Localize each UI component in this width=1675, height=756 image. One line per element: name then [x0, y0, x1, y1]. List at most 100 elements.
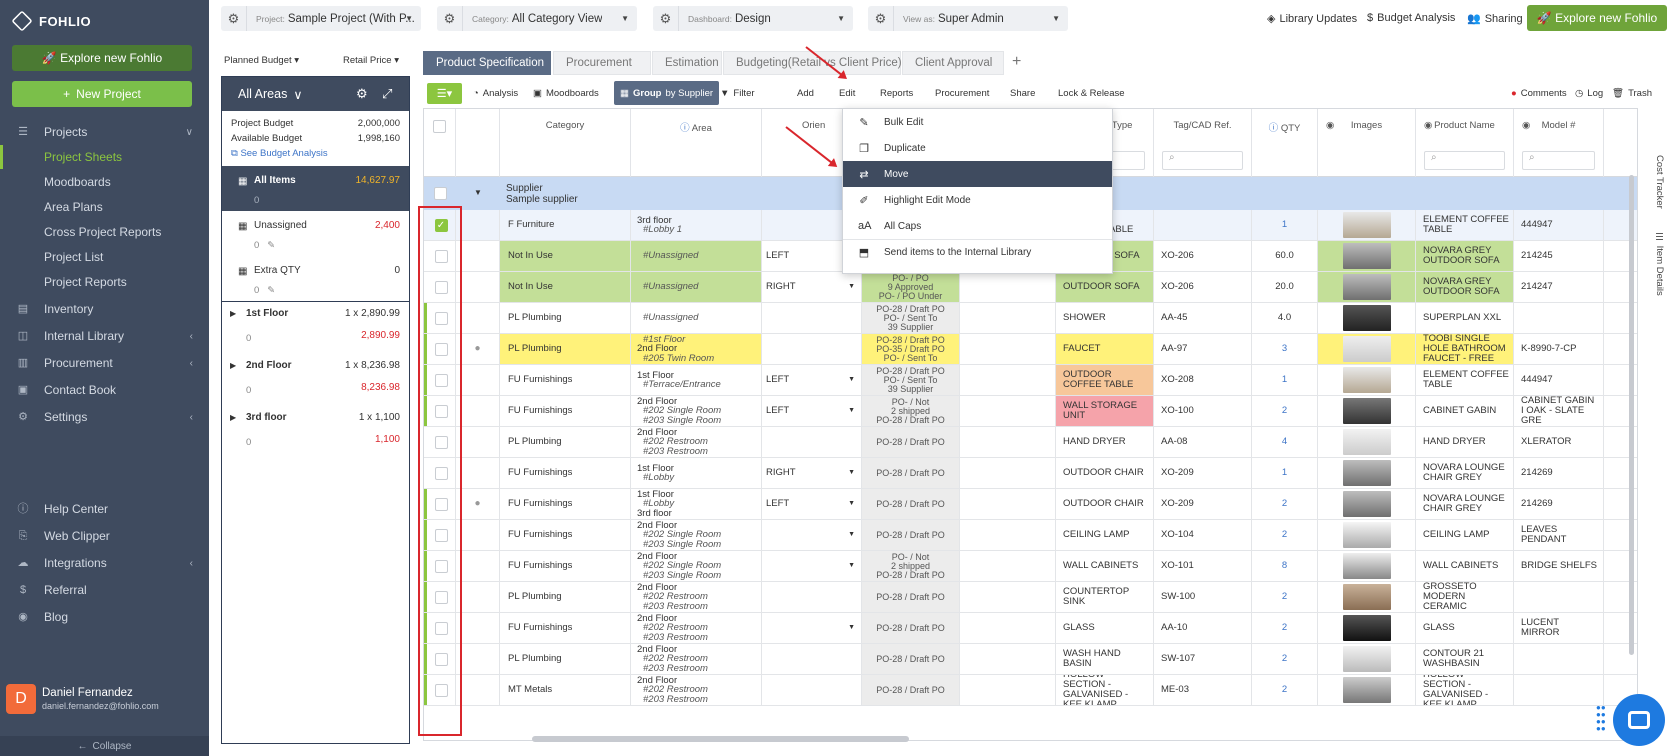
sidebar-item-help-center[interactable]: ⓘ Help Center [0, 497, 209, 521]
table-row[interactable]: FU Furnishings 1st Floor #Lobby RIGHT ▼ PO-28… [424, 458, 1637, 489]
row-checkbox[interactable] [434, 466, 448, 480]
select-all-checkbox[interactable] [433, 120, 446, 133]
qty-value[interactable]: 1 [1281, 374, 1288, 385]
product-image[interactable] [1342, 398, 1391, 424]
group-checkbox[interactable] [434, 187, 447, 200]
comment-icon[interactable]: ● [474, 343, 481, 354]
model-filter-input[interactable]: ⌕ [1522, 151, 1595, 170]
sidebar-item-project-reports[interactable]: Project Reports [0, 270, 209, 294]
qty-value[interactable]: 1 [1281, 467, 1288, 478]
library-updates-link[interactable]: ◈ Library Updates [1267, 12, 1357, 26]
caret-down-icon[interactable]: ▼ [848, 283, 855, 290]
sidebar-item-project-sheets[interactable]: Project Sheets [0, 145, 209, 169]
row-checkbox[interactable] [434, 249, 448, 263]
tab-product-specification[interactable]: Product Specification⋮ [423, 51, 562, 75]
table-row[interactable]: Not In Use #Unassigned RIGHT ▼ PO- / PO 9 App… [424, 272, 1637, 303]
sidebar-item-contact-book[interactable]: ▣ Contact Book [0, 378, 209, 402]
retail-price-select[interactable]: Retail Price ▾ [343, 55, 399, 66]
product-image[interactable] [1342, 305, 1391, 331]
sidebar-item-referral[interactable]: $ Referral [0, 578, 209, 602]
logo[interactable]: FOHLIO [11, 10, 91, 32]
row-checkbox[interactable] [434, 435, 448, 449]
header-area[interactable]: ⓘ Area [631, 109, 762, 177]
tab-budgeting-retail-vs-client-price-[interactable]: Budgeting(Retail vs Client Price) [723, 51, 902, 75]
area-item-all-items[interactable]: ▦ All Items 14,627.97 0 [222, 166, 409, 211]
menu-item-move[interactable]: ⇄ Move [843, 161, 1112, 187]
qty-value[interactable]: 8 [1281, 560, 1288, 571]
caret-down-icon[interactable]: ▼ [848, 469, 855, 476]
header-images[interactable]: ◉ Images [1318, 109, 1416, 177]
product-image[interactable] [1342, 429, 1391, 455]
row-checkbox[interactable] [434, 683, 448, 697]
caret-right-icon[interactable]: ▶ [230, 413, 237, 422]
analysis-button[interactable]: ◔ Analysis [473, 81, 518, 105]
product-image[interactable] [1342, 212, 1391, 238]
floor-item[interactable]: ▶ 3rd floor 1 x 1,100 0 1,100 [222, 406, 409, 458]
table-row[interactable]: MT Metals 2nd Floor #202 Restroom #203 Rest… [424, 675, 1637, 706]
category-select[interactable]: ⚙ Category: All Category View ▼ [437, 6, 637, 31]
gear-icon[interactable]: ⚙ [868, 6, 894, 31]
qty-value[interactable]: 2 [1281, 622, 1288, 633]
row-checkbox[interactable] [434, 280, 448, 294]
header-category[interactable]: Category [500, 109, 631, 177]
caret-down-icon[interactable]: ▼ [848, 407, 855, 414]
qty-value[interactable]: 1 [1281, 219, 1288, 230]
tag-filter-input[interactable]: ⌕ [1162, 151, 1243, 170]
menu-item-highlight-edit-mode[interactable]: ✐ Highlight Edit Mode [843, 187, 1112, 213]
gear-icon[interactable]: ⚙ [356, 86, 368, 101]
row-checkbox[interactable] [434, 497, 448, 511]
sidebar-item-integrations[interactable]: ☁ Integrations ‹ [0, 551, 209, 575]
cost-tracker-rail[interactable]: Cost Tracker [1654, 155, 1665, 209]
product-name-filter-input[interactable]: ⌕ [1424, 151, 1505, 170]
caret-right-icon[interactable]: ▶ [230, 361, 237, 370]
qty-value[interactable]: 2 [1281, 529, 1288, 540]
table-row[interactable]: PL Plumbing 2nd Floor #202 Restroom #203 Re… [424, 427, 1637, 458]
row-checkbox[interactable] [434, 373, 448, 387]
collapse-button[interactable]: ← Collapse [0, 736, 209, 756]
pencil-icon[interactable]: ✎ [267, 240, 276, 251]
horizontal-scrollbar[interactable] [532, 736, 909, 742]
menu-item-all-caps[interactable]: aA All Caps [843, 213, 1112, 239]
product-image[interactable] [1342, 243, 1391, 269]
sidebar-item-blog[interactable]: ◉ Blog [0, 605, 209, 629]
explore-new-fohlio-button[interactable]: 🚀 Explore new Fohlio [12, 45, 192, 71]
area-item-unassigned[interactable]: ▦ Unassigned 2,400 0 ✎ [222, 211, 409, 256]
table-row[interactable]: FU Furnishings 2nd Floor #202 Single Room #… [424, 396, 1637, 427]
qty-value[interactable]: 2 [1281, 405, 1288, 416]
log-button[interactable]: ◷ Log [1575, 81, 1603, 105]
sidebar-item-area-plans[interactable]: Area Plans [0, 195, 209, 219]
product-image[interactable] [1342, 615, 1391, 641]
trash-button[interactable]: 🗑 Trash [1612, 81, 1652, 105]
table-row[interactable]: PL Plumbing 2nd Floor #202 Restroom #203 Re… [424, 582, 1637, 613]
tab-estimation[interactable]: Estimation [652, 51, 722, 75]
floor-item[interactable]: ▶ 2nd Floor 1 x 8,236.98 0 8,236.98 [222, 354, 409, 406]
dashboard-select[interactable]: ⚙ Dashboard: Design ▼ [653, 6, 853, 31]
row-checkbox[interactable] [434, 652, 448, 666]
sidebar-item-settings[interactable]: ⚙ Settings ‹ [0, 405, 209, 429]
hamburger-menu-button[interactable]: ☰▾ [427, 83, 462, 104]
product-image[interactable] [1342, 336, 1391, 362]
tab-procurement[interactable]: Procurement [553, 51, 651, 75]
product-image[interactable] [1342, 522, 1391, 548]
comments-button[interactable]: ● Comments [1511, 81, 1567, 105]
qty-value[interactable]: 2 [1281, 591, 1288, 602]
qty-value[interactable]: 4.0 [1277, 312, 1292, 323]
menu-item-send-to-internal-library[interactable]: ⬒ Send items to the Internal Library [843, 239, 1112, 265]
share-button[interactable]: Share [1010, 87, 1036, 99]
sidebar-item-project-list[interactable]: Project List [0, 245, 209, 269]
product-image[interactable] [1342, 553, 1391, 579]
sidebar-item-internal-library[interactable]: ◫ Internal Library ‹ [0, 324, 209, 348]
gear-icon[interactable]: ⚙ [653, 6, 679, 31]
qty-value[interactable]: 3 [1281, 343, 1288, 354]
planned-budget-select[interactable]: Planned Budget ▾ [224, 55, 299, 66]
row-checkbox[interactable] [434, 621, 448, 635]
moodboards-button[interactable]: ▣ Moodboards [533, 81, 599, 105]
all-areas-header[interactable]: All Areas ∨ ⚙ ⤢ [222, 77, 409, 111]
user-profile[interactable]: D Daniel Fernandez daniel.fernandez@fohl… [6, 684, 159, 714]
caret-down-icon[interactable]: ▼ [848, 624, 855, 631]
table-row[interactable]: ● PL Plumbing #1st Floor 2nd Floor #205 Twin… [424, 334, 1637, 365]
row-checkbox[interactable] [434, 311, 448, 325]
gear-icon[interactable]: ⚙ [221, 6, 247, 31]
tab-client-approval[interactable]: Client Approval [902, 51, 1004, 75]
lock-release-button[interactable]: Lock & Release [1058, 87, 1125, 99]
